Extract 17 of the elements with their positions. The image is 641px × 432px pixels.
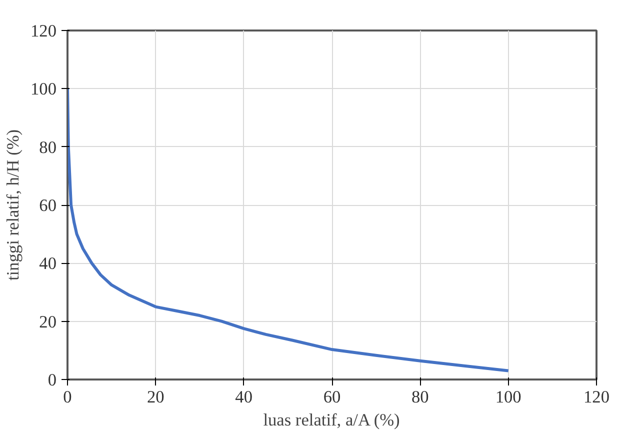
- x-tick-label: 0: [63, 388, 72, 406]
- y-tick-label: 60: [39, 196, 56, 215]
- y-axis-title: tinggi relatif, h/H (%): [4, 129, 23, 281]
- y-tick-label: 100: [30, 80, 57, 99]
- x-tick-label: 60: [323, 388, 341, 406]
- x-tick-label: 80: [412, 388, 429, 406]
- y-tick-label: 40: [39, 254, 56, 274]
- y-tick-label: 80: [39, 138, 56, 157]
- x-tick-label: 120: [584, 388, 610, 406]
- y-tick-label: 0: [48, 370, 57, 390]
- x-tick-label: 20: [147, 388, 164, 406]
- line-series: [68, 87, 510, 372]
- x-tick-label: 100: [495, 388, 522, 406]
- y-tick-label: 20: [39, 312, 56, 332]
- x-tick-label: 40: [235, 388, 252, 406]
- y-tick-label: 120: [30, 22, 57, 40]
- x-axis-title: luas relatif, a/A (%): [263, 410, 400, 430]
